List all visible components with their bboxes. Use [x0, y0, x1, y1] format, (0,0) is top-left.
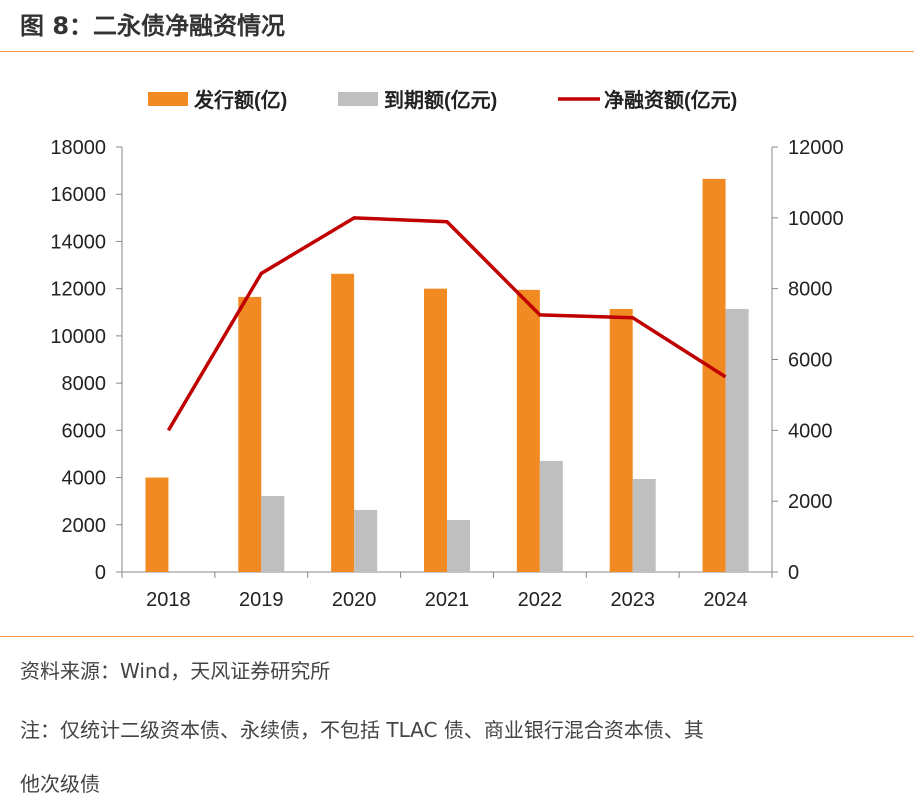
maturity-bar	[261, 495, 285, 572]
legend-label: 到期额(亿元)	[384, 88, 497, 112]
issuance-bar	[516, 289, 540, 572]
footnote: 注：仅统计二级资本债、永续债，不包括 TLAC 债、商业银行混合资本债、其	[20, 718, 704, 742]
left-tick-label: 10000	[50, 326, 106, 348]
net-financing-line	[166, 216, 727, 432]
left-tick-label: 4000	[62, 468, 107, 490]
x-tick-label: 2023	[610, 589, 655, 611]
left-tick-label: 8000	[62, 373, 107, 395]
left-tick-label: 14000	[50, 231, 106, 253]
right-tick-label: 12000	[788, 137, 844, 159]
issuance-bar	[424, 288, 447, 572]
issuance-bar	[702, 178, 726, 572]
left-tick-label: 0	[95, 562, 106, 584]
right-tick-label: 10000	[788, 208, 844, 230]
title-divider	[0, 51, 914, 52]
footer-divider	[0, 636, 914, 637]
legend-label: 净融资额(亿元)	[604, 88, 737, 112]
left-tick-label: 16000	[50, 184, 106, 206]
x-tick-label: 2024	[703, 589, 748, 611]
footnote-cont: 他次级债	[20, 772, 100, 796]
x-tick-label: 2021	[425, 589, 470, 611]
legend-swatch	[338, 92, 378, 106]
issuance-bar	[145, 477, 169, 572]
right-tick-label: 8000	[788, 279, 833, 301]
right-tick-label: 6000	[788, 350, 833, 372]
issuance-bar	[609, 308, 633, 572]
source-note: 资料来源：Wind，天风证券研究所	[20, 659, 331, 683]
left-tick-label: 6000	[62, 420, 107, 442]
maturity-bar	[632, 478, 656, 572]
left-tick-label: 2000	[62, 515, 107, 537]
chart: 0 2000 4000 6000 8000 10000 12000 14000 16000 180…	[50, 88, 844, 611]
right-tick-label: 2000	[788, 491, 833, 513]
x-tick-label: 2020	[332, 589, 377, 611]
legend-label: 发行额(亿)	[193, 88, 287, 112]
issuance-bar	[331, 273, 355, 572]
figure-title: 图 8：二永债净融资情况	[20, 12, 286, 40]
right-tick-label: 4000	[788, 420, 833, 442]
maturity-bar	[447, 520, 470, 572]
maturity-bar	[539, 461, 563, 572]
x-tick-label: 2018	[146, 589, 191, 611]
maturity-bar	[725, 308, 749, 572]
issuance-bar	[238, 296, 262, 572]
left-tick-label: 18000	[50, 137, 106, 159]
right-tick-label: 0	[788, 562, 799, 584]
x-tick-label: 2022	[518, 589, 563, 611]
maturity-bar	[354, 509, 378, 572]
left-tick-label: 12000	[50, 279, 106, 301]
legend-swatch	[148, 92, 188, 106]
x-tick-label: 2019	[239, 589, 284, 611]
